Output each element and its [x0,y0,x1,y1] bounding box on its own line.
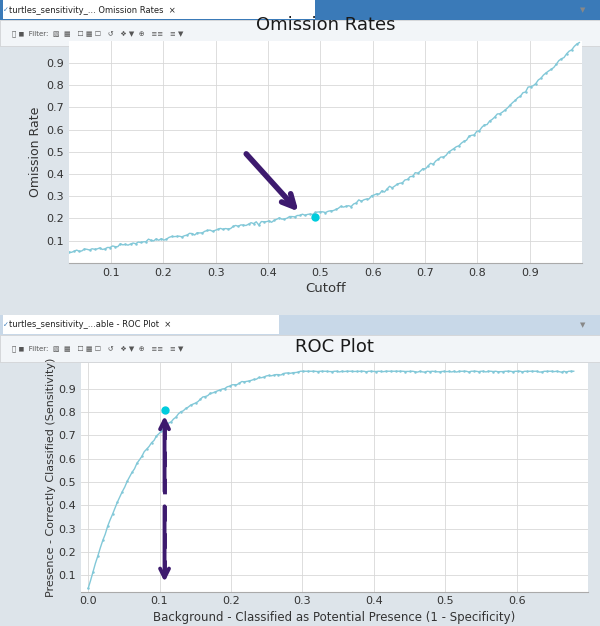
Bar [0,20,600,46]
Text: ⬛ ◼  Filter:  ▧  ▦   ☐ ▦ ☐   ↺   ❖ ▼  ⊕   ≡≡   ≡ ▼: ⬛ ◼ Filter: ▧ ▦ ☐ ▦ ☐ ↺ ❖ ▼ ⊕ ≡≡ ≡ ▼ [12,30,184,37]
Title: ROC Plot: ROC Plot [295,338,374,356]
Text: ⬛ ◼  Filter:  ▧  ▦   ☐ ▦ ☐   ↺   ❖ ▼  ⊕   ≡≡   ≡ ▼: ⬛ ◼ Filter: ▧ ▦ ☐ ▦ ☐ ↺ ❖ ▼ ⊕ ≡≡ ≡ ▼ [12,345,184,352]
X-axis label: Background - Classified as Potential Presence (1 - Specificity): Background - Classified as Potential Pre… [154,610,515,623]
Text: ▼: ▼ [580,7,585,13]
Y-axis label: Presence - Correctly Classified (Sensitivity): Presence - Correctly Classified (Sensiti… [46,357,56,597]
Title: Omission Rates: Omission Rates [256,16,395,34]
Text: ✓: ✓ [3,7,9,13]
Bar [0,335,600,362]
Text: ✓: ✓ [3,322,9,328]
Text: turtles_sensitivity_...able - ROC Plot  ×: turtles_sensitivity_...able - ROC Plot × [9,321,171,329]
Bar [0,315,600,335]
Bar [0,0,600,20]
X-axis label: Cutoff: Cutoff [305,282,346,295]
Text: ▼: ▼ [580,322,585,328]
Text: turtles_sensitivity_... Omission Rates  ×: turtles_sensitivity_... Omission Rates × [9,6,176,14]
Bar [3,0,315,19]
Bar [3,315,279,334]
Y-axis label: Omission Rate: Omission Rate [29,106,42,197]
